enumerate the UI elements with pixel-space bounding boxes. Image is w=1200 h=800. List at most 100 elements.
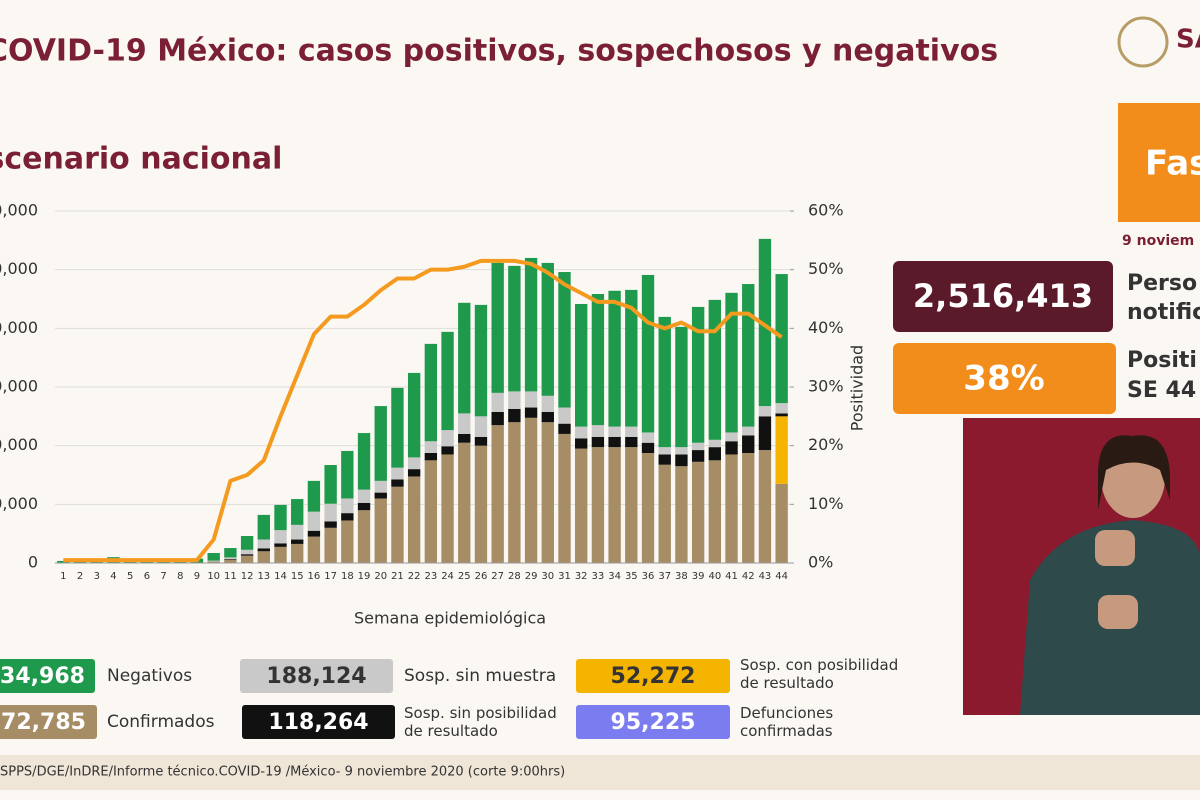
bar-segment — [424, 453, 438, 461]
possible-label: Sosp. con posibilidad de resultado — [740, 656, 899, 692]
x-tick-label: 35 — [625, 571, 638, 582]
notified-label: notific — [1127, 300, 1200, 325]
bar-segment — [725, 292, 738, 433]
bar-segment — [524, 391, 538, 408]
deaths-label: Defunciones confirmadas — [740, 704, 834, 740]
bar-segment — [407, 372, 421, 458]
bar-segment — [524, 257, 538, 392]
x-tick-label: 23 — [424, 571, 437, 582]
x-tick-label: 1 — [60, 571, 66, 582]
bar-segment — [575, 438, 588, 449]
x-tick-label: 16 — [308, 571, 321, 582]
x-tick-label: 41 — [725, 571, 738, 582]
bar-segment — [257, 551, 270, 563]
bar-segment — [407, 469, 421, 477]
bar-segment — [524, 407, 538, 418]
bar-segment — [775, 403, 788, 414]
bar-segment — [458, 442, 471, 563]
bar-segment — [558, 407, 571, 424]
y2-axis-title: Positividad — [848, 345, 867, 431]
x-tick-label: 15 — [291, 571, 304, 582]
bar-segment — [224, 557, 237, 559]
x-tick-label: 43 — [759, 571, 772, 582]
bar-segment — [407, 476, 421, 563]
logo-text: SA — [1176, 25, 1200, 55]
x-tick-label: 40 — [708, 571, 721, 582]
x-tick-label: 11 — [224, 571, 237, 582]
x-tick-label: 20 — [374, 571, 387, 582]
bar-segment — [658, 454, 671, 465]
bar-segment — [758, 416, 772, 451]
negative-label: Negativos — [107, 666, 193, 686]
chart-title: COVID-19 México: casos positivos, sospec… — [0, 34, 998, 69]
notified-label: Perso — [1127, 271, 1197, 296]
y-tick-label: 20,000 — [0, 494, 38, 513]
bar-segment — [240, 536, 254, 550]
x-tick-label: 21 — [391, 571, 404, 582]
bar-segment — [591, 294, 605, 426]
bar-segment — [291, 499, 304, 525]
bar-segment — [641, 274, 655, 433]
y-tick-label: 60,000 — [0, 377, 38, 396]
bar-segment — [625, 426, 638, 437]
x-tick-label: 30 — [541, 571, 554, 582]
x-tick-label: 31 — [558, 571, 571, 582]
bar-segment — [240, 549, 254, 555]
positivity-line — [63, 258, 783, 563]
bar-segment — [675, 454, 688, 467]
bar-segment — [691, 461, 705, 563]
bar-segment — [608, 426, 621, 437]
y2-tick-label: 0% — [808, 553, 833, 572]
x-tick-label: 29 — [525, 571, 538, 582]
bar-segment — [441, 430, 454, 447]
bar-segment — [558, 272, 571, 408]
x-tick-label: 42 — [742, 571, 755, 582]
bar-segment — [341, 520, 354, 563]
bar-segment — [658, 464, 671, 563]
bar-segment — [291, 524, 304, 540]
bar-segment — [474, 416, 488, 437]
x-tick-label: 5 — [127, 571, 133, 582]
bar-segment — [491, 392, 504, 412]
bar-segment — [357, 510, 371, 563]
bar-segment — [291, 539, 304, 544]
bar-segment — [575, 426, 588, 439]
logo-emblem — [1117, 16, 1169, 68]
x-tick-label: 28 — [508, 571, 521, 582]
x-tick-label: 24 — [441, 571, 454, 582]
bar-segment — [708, 460, 722, 563]
bar-segment — [725, 441, 738, 455]
bar-segment — [608, 290, 621, 427]
bar-segment — [491, 425, 504, 563]
bar-segment — [274, 546, 287, 563]
bar-segment — [407, 457, 421, 470]
y2-tick-label: 40% — [808, 318, 844, 337]
bar-segment — [207, 560, 220, 562]
bar-segment — [558, 423, 571, 434]
bar-segment — [257, 514, 270, 540]
x-tick-label: 14 — [274, 571, 287, 582]
bar-segment — [558, 433, 571, 563]
bar-segment — [742, 435, 755, 453]
bar-segment — [441, 331, 454, 431]
deaths-total: 95,225 — [576, 705, 730, 739]
notified-box — [893, 261, 1113, 332]
bar-segment — [775, 413, 788, 417]
bar-segment — [775, 416, 788, 484]
bar-segment — [341, 498, 354, 514]
no-sample-label: Sosp. sin muestra — [404, 666, 557, 686]
y-tick-label: 40,000 — [0, 435, 38, 454]
x-tick-label: 10 — [207, 571, 220, 582]
x-tick-label: 26 — [475, 571, 488, 582]
bar-segment — [725, 454, 738, 563]
bar-segment — [391, 387, 404, 468]
x-tick-label: 27 — [491, 571, 504, 582]
confirmed-total: 72,785 — [0, 705, 97, 739]
bar-segment — [324, 521, 337, 528]
x-tick-label: 13 — [257, 571, 270, 582]
confirmed-label: Confirmados — [107, 712, 215, 732]
bar-segment — [625, 436, 638, 448]
negative-total: 34,968 — [0, 659, 95, 693]
bar-segment — [374, 498, 387, 563]
